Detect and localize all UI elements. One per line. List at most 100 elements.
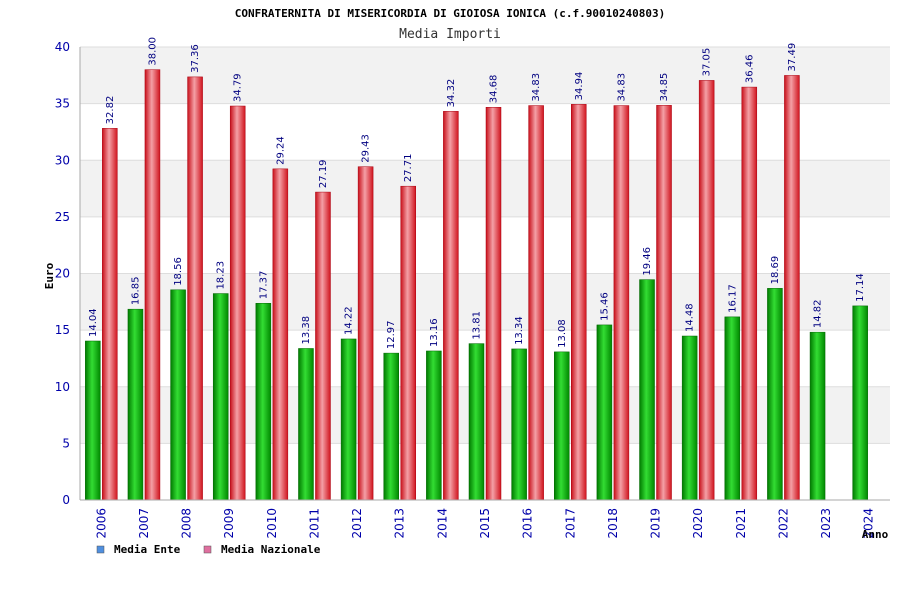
bar-media-nazionale	[613, 105, 630, 501]
data-label-media-ente: 13.16	[429, 318, 440, 347]
x-tick-label: 2009	[222, 508, 236, 539]
bar-media-ente	[298, 348, 314, 501]
x-tick-label: 2007	[137, 508, 151, 539]
y-tick-label: 40	[55, 40, 70, 54]
data-label-media-nazionale: 29.24	[275, 136, 286, 165]
data-label-media-ente: 12.97	[386, 320, 397, 349]
chart-subtitle: Media Importi	[399, 27, 501, 42]
data-label-media-ente: 13.08	[557, 319, 568, 348]
y-tick-labels: 0 5 10 15 20 25 30 35 40	[55, 40, 70, 507]
data-label-media-nazionale: 34.83	[616, 73, 627, 102]
bar-media-nazionale	[571, 104, 587, 501]
data-label-media-ente: 14.48	[685, 303, 696, 332]
legend-label-media-ente: Media Ente	[114, 543, 181, 556]
bar-media-ente	[767, 288, 783, 501]
bar-media-ente	[255, 303, 272, 501]
bar-media-nazionale	[272, 168, 289, 501]
data-label-media-nazionale: 37.05	[702, 48, 713, 77]
data-label-media-nazionale: 37.36	[190, 44, 201, 73]
x-tick-label: 2019	[649, 508, 663, 539]
bar-media-nazionale	[741, 86, 758, 501]
data-label-media-ente: 17.37	[258, 271, 269, 300]
data-label-media-nazionale: 36.46	[744, 54, 755, 83]
x-tick-label: 2022	[776, 508, 790, 539]
bar-media-ente	[852, 305, 868, 501]
bar-media-ente	[809, 331, 826, 501]
x-tick-label: 2024	[862, 508, 876, 539]
data-label-media-ente: 13.34	[514, 316, 525, 345]
data-label-media-nazionale: 34.83	[531, 73, 542, 102]
x-tick-labels: 2006 2007 2008 2009 2010 2011 2012 2013 2014 2015…	[94, 508, 875, 539]
x-tick-label: 2023	[819, 508, 833, 539]
bar-media-nazionale	[656, 105, 672, 501]
bar-media-ente	[212, 293, 229, 501]
data-label-media-ente: 16.17	[727, 284, 738, 313]
data-label-media-ente: 17.14	[855, 273, 866, 302]
bar-media-nazionale	[485, 106, 502, 501]
data-label-media-nazionale: 27.71	[403, 154, 414, 183]
x-tick-label: 2017	[563, 508, 577, 539]
data-label-media-nazionale: 29.43	[361, 134, 372, 163]
data-label-media-nazionale: 32.82	[105, 96, 116, 125]
data-label-media-ente: 13.38	[301, 316, 312, 345]
y-tick-label: 30	[55, 153, 70, 167]
bar-media-nazionale	[698, 80, 715, 501]
axes	[79, 47, 890, 501]
x-tick-label: 2011	[307, 508, 321, 539]
x-tick-label: 2012	[350, 508, 364, 539]
x-tick-label: 2006	[94, 508, 108, 539]
data-label-media-nazionale: 34.79	[233, 73, 244, 102]
y-tick-label: 0	[62, 493, 70, 507]
data-label-media-ente: 18.23	[216, 261, 227, 290]
legend: Media Ente Media Nazionale	[96, 543, 321, 556]
data-label-media-ente: 15.46	[599, 292, 610, 321]
bar-media-ente	[426, 350, 442, 501]
bar-media-ente	[383, 352, 399, 501]
legend-label-media-nazionale: Media Nazionale	[221, 543, 321, 556]
bar-media-ente	[127, 308, 144, 501]
data-label-media-nazionale: 37.49	[787, 43, 798, 72]
bar-media-ente	[340, 338, 357, 501]
bar-media-nazionale	[400, 185, 416, 501]
data-label-media-nazionale: 38.00	[147, 37, 158, 66]
bar-media-nazionale	[784, 75, 800, 501]
x-tick-label: 2021	[734, 508, 748, 539]
y-tick-label: 5	[62, 436, 70, 450]
data-label-media-ente: 14.82	[813, 300, 824, 329]
bar-media-ente	[639, 279, 655, 501]
x-tick-label: 2020	[691, 508, 705, 539]
data-label-media-ente: 13.81	[472, 311, 483, 340]
y-tick-label: 15	[55, 323, 70, 337]
y-axis-label: Euro	[43, 262, 56, 289]
data-label-media-ente: 18.69	[770, 256, 781, 285]
x-tick-label: 2014	[435, 508, 449, 539]
bar-media-ente	[681, 335, 698, 501]
data-labels: 14.04 32.82 16.85 38.00 18.56 37.36 18.23 34.79…	[88, 37, 866, 349]
x-tick-label: 2010	[265, 508, 279, 539]
bar-media-nazionale	[144, 69, 161, 501]
bar-media-ente	[85, 340, 101, 501]
bar-media-nazionale	[528, 105, 544, 501]
data-label-media-ente: 14.04	[88, 308, 99, 337]
chart-title: CONFRATERNITA DI MISERICORDIA DI GIOIOSA…	[235, 7, 665, 20]
bar-media-nazionale	[102, 128, 118, 501]
data-label-media-ente: 14.22	[344, 306, 355, 335]
data-label-media-nazionale: 34.32	[446, 79, 457, 108]
legend-swatch-media-nazionale	[203, 545, 212, 554]
y-tick-label: 10	[55, 380, 70, 394]
bar-media-ente	[596, 324, 613, 501]
legend-swatch-media-ente	[96, 545, 105, 554]
x-axis-label: Anno	[862, 528, 889, 541]
bar-media-ente	[511, 348, 527, 501]
bar-media-ente	[554, 351, 570, 501]
bar-media-nazionale	[229, 105, 246, 501]
data-label-media-ente: 19.46	[642, 247, 653, 276]
data-label-media-ente: 16.85	[130, 277, 141, 306]
y-tick-label: 25	[55, 210, 70, 224]
bar-media-ente	[468, 343, 485, 501]
data-label-media-ente: 18.56	[173, 257, 184, 286]
y-tick-label: 20	[55, 267, 70, 281]
data-label-media-nazionale: 27.19	[318, 159, 329, 188]
y-tick-label: 35	[55, 97, 70, 111]
